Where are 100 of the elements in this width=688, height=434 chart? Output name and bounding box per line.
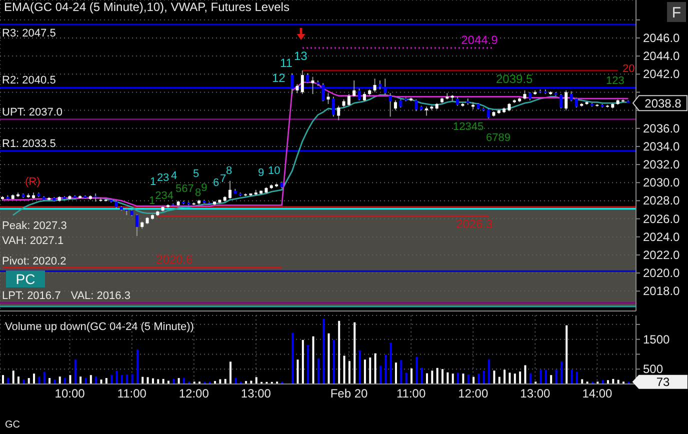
bar: [576, 372, 578, 384]
bar: [33, 374, 36, 384]
bar: [524, 365, 526, 384]
bar: [219, 379, 222, 384]
x-tick-label: 11:00: [117, 386, 147, 400]
bar: [116, 370, 118, 384]
bar: [182, 378, 185, 384]
x-tick-label: 14:00: [582, 386, 613, 400]
bar: [230, 362, 232, 384]
bar: [95, 376, 98, 384]
bar: [74, 359, 76, 384]
bar: [581, 379, 584, 384]
bar: [457, 372, 460, 384]
bar: [348, 361, 350, 384]
bar: [38, 376, 40, 384]
bar: [452, 374, 454, 384]
x-tick-label: 13:00: [520, 386, 551, 400]
bar: [379, 366, 382, 384]
x-tick-label: 12:00: [458, 386, 488, 400]
bar: [374, 353, 376, 384]
bar: [410, 368, 412, 384]
bar: [519, 371, 522, 384]
y-tick-label: 1500: [643, 332, 670, 346]
bar: [234, 378, 237, 384]
bar: [136, 349, 138, 384]
bar: [322, 318, 325, 384]
bar: [482, 370, 485, 384]
bar: [250, 380, 252, 384]
bar: [446, 372, 449, 384]
bar: [105, 378, 108, 384]
text: Volume up down(GC 04-24 (5 Minute)): [5, 320, 194, 333]
bar: [64, 378, 66, 384]
bar: [12, 370, 14, 384]
bar: [570, 370, 573, 384]
bar: [292, 332, 294, 384]
bar: [157, 379, 160, 384]
bar: [369, 357, 372, 384]
bar: [312, 336, 314, 384]
bar: [431, 370, 434, 384]
bar: [498, 376, 500, 384]
bar: [560, 361, 562, 384]
bar: [58, 376, 61, 384]
bar: [420, 368, 423, 384]
bar: [514, 374, 516, 384]
bar: [317, 358, 320, 384]
bar: [296, 360, 299, 384]
bar: [488, 359, 490, 384]
x-tick-label: 12:00: [178, 386, 210, 400]
bar: [416, 356, 418, 384]
x-tick-label: 10:00: [54, 386, 86, 400]
bar: [2, 375, 4, 384]
bar: [354, 322, 356, 384]
bar: [550, 375, 552, 384]
bar: [467, 374, 470, 384]
bar: [384, 354, 387, 384]
bar: [442, 369, 444, 384]
bar: [400, 360, 402, 384]
bar: [90, 375, 92, 384]
bar: [126, 374, 128, 384]
bar: [28, 378, 30, 384]
bar: [566, 325, 568, 384]
bar: [131, 374, 134, 384]
bar: [493, 370, 496, 384]
bar: [508, 372, 511, 384]
bar: [84, 378, 87, 384]
bar: [80, 376, 82, 384]
bar: [602, 380, 604, 384]
bar: [504, 370, 506, 384]
y-tick-label: 500: [643, 362, 664, 376]
bar: [7, 378, 10, 384]
bar: [302, 340, 304, 384]
bar: [110, 375, 113, 384]
bar: [555, 370, 558, 384]
text: GC: [5, 420, 20, 430]
bar: [426, 373, 428, 384]
bar: [364, 360, 366, 384]
bar: [390, 342, 392, 384]
bar: [529, 373, 532, 384]
bar: [18, 376, 20, 384]
bar: [142, 376, 144, 384]
bar: [343, 356, 346, 384]
bar: [48, 378, 51, 384]
bar: [332, 340, 335, 384]
x-tick-label: 13:00: [240, 386, 272, 400]
bar: [178, 378, 180, 384]
bar: [307, 344, 310, 384]
bar: [146, 377, 149, 384]
bar: [167, 380, 170, 384]
bar: [606, 380, 609, 384]
bar: [436, 368, 438, 384]
bar: [328, 333, 330, 384]
value-tag: 73: [632, 374, 688, 390]
bar: [69, 375, 72, 384]
bar: [43, 372, 46, 384]
bar: [540, 370, 542, 384]
bar: [338, 320, 340, 384]
bar: [472, 376, 475, 384]
x-tick-label: Feb 20: [330, 386, 368, 400]
bar: [462, 374, 464, 384]
bar: [478, 374, 480, 384]
